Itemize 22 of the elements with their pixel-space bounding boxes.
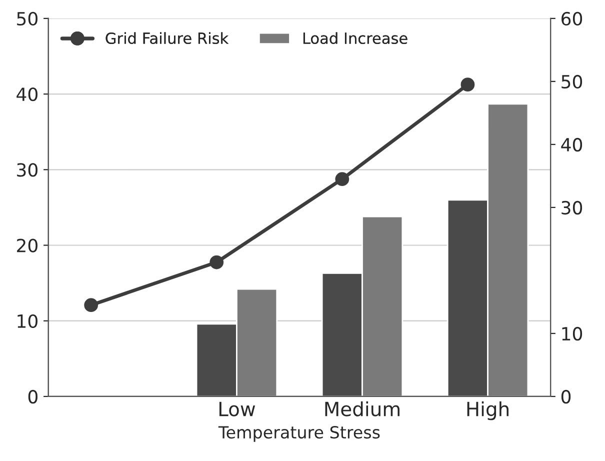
y-tick-label: 20 (17, 238, 38, 252)
point (460, 78, 475, 92)
y-tick-label: 0 (28, 390, 38, 404)
x-tick-label: Medium (325, 401, 400, 416)
x-axis-title: Temperature Stress (218, 426, 380, 442)
y2-tick-label: 30 (562, 200, 582, 215)
y2-tick-label: 50 (562, 74, 582, 89)
x-tick-label: Low (219, 402, 256, 416)
legend-label: Grid Failure Risk (106, 32, 229, 44)
point (84, 298, 98, 312)
x-tick-label: High (467, 401, 508, 420)
y-tick-label: 40 (16, 88, 38, 102)
y2-tick-label: 0 (561, 390, 571, 404)
y-tick-label: 30 (17, 163, 38, 177)
y2-tick-label: 10 (562, 326, 582, 341)
y-tick-label: 50 (17, 12, 38, 26)
point (335, 172, 350, 186)
legend-label: Load Increase (303, 32, 408, 44)
point (210, 255, 224, 270)
y2-tick-label: 60 (562, 12, 582, 26)
y-tick-label: 10 (18, 314, 38, 328)
y2-tick-label: 40 (561, 138, 582, 152)
